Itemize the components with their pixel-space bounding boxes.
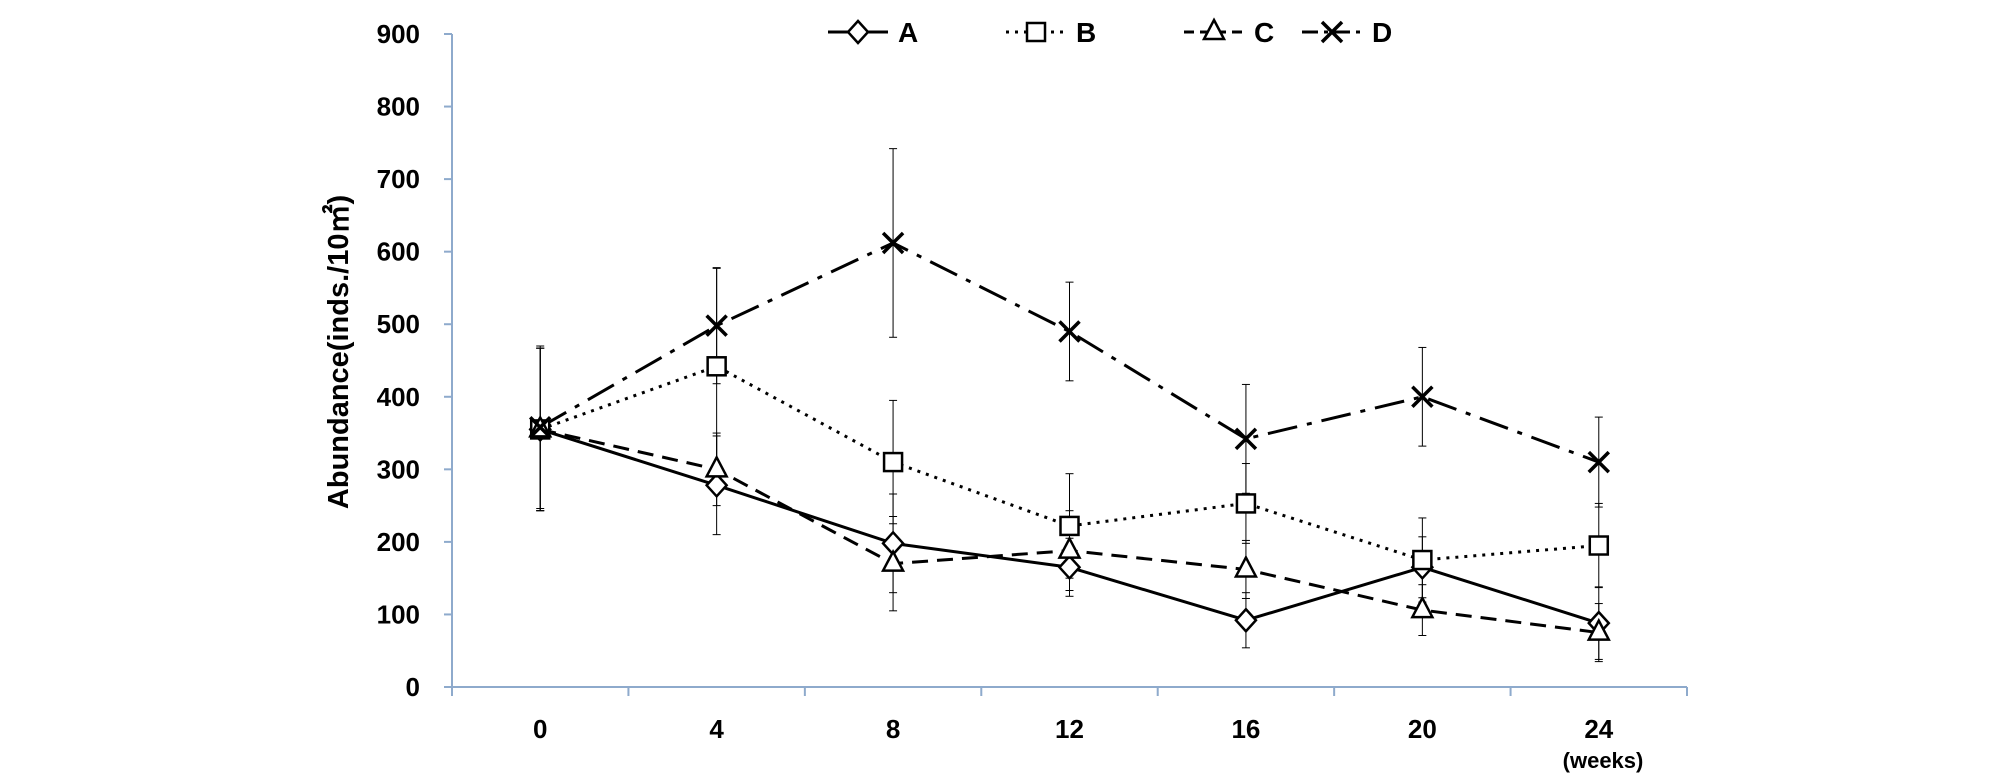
data-point-d bbox=[1320, 20, 1344, 44]
legend-label-b: B bbox=[1076, 17, 1096, 48]
data-point-c bbox=[704, 454, 729, 478]
data-point-d bbox=[1587, 450, 1611, 474]
data-point-c bbox=[881, 548, 906, 572]
x-tick-label: 12 bbox=[1055, 714, 1084, 744]
data-point-c bbox=[1233, 554, 1258, 578]
y-axis-title: Abundance(inds./10㎡) bbox=[321, 195, 355, 509]
y-tick-label: 200 bbox=[377, 527, 420, 557]
data-point-d bbox=[528, 416, 552, 439]
y-tick-label: 0 bbox=[406, 672, 420, 702]
legend-item-b: B bbox=[1006, 17, 1096, 48]
data-point-d bbox=[1234, 427, 1258, 451]
data-point-b bbox=[1059, 515, 1080, 537]
y-tick-label: 900 bbox=[377, 19, 420, 49]
data-point-c bbox=[1586, 617, 1611, 641]
y-tick-label: 400 bbox=[377, 382, 420, 412]
data-point-a bbox=[704, 472, 729, 499]
x-axis-unit-label: (weeks) bbox=[1563, 748, 1644, 773]
data-point-b bbox=[1235, 493, 1257, 514]
data-point-d bbox=[1058, 320, 1081, 343]
data-point-b bbox=[882, 451, 904, 473]
data-point-b bbox=[706, 356, 727, 377]
data-point-d bbox=[881, 231, 905, 255]
legend-label-a: A bbox=[898, 17, 918, 48]
series-markers-b bbox=[529, 356, 1610, 571]
y-tick-label: 600 bbox=[377, 237, 420, 267]
x-tick-label: 8 bbox=[886, 714, 900, 744]
data-point-c bbox=[1057, 535, 1082, 559]
axes: 0 100 200 300 400 500 600 700 800 900 0 4 8 12 16 20 24 bbox=[377, 19, 1688, 744]
data-point-b bbox=[1588, 535, 1610, 556]
data-point-d bbox=[705, 314, 728, 337]
data-point-a bbox=[1057, 554, 1082, 581]
legend-item-a: A bbox=[828, 17, 918, 48]
x-tick-label: 4 bbox=[709, 714, 724, 744]
y-tick-label: 700 bbox=[377, 164, 420, 194]
data-point-c bbox=[1410, 595, 1435, 619]
x-tick-label: 24 bbox=[1584, 714, 1613, 744]
x-tick-label: 16 bbox=[1231, 714, 1260, 744]
data-point-c bbox=[1201, 17, 1227, 41]
error-bars-d bbox=[536, 148, 1603, 510]
y-tick-label: 800 bbox=[377, 92, 420, 122]
legend: A B C D bbox=[828, 17, 1392, 48]
data-point-b bbox=[1412, 549, 1433, 571]
y-tick-label: 300 bbox=[377, 454, 420, 484]
series-layer bbox=[528, 148, 1611, 663]
data-point-a bbox=[1234, 607, 1258, 634]
y-tick-label: 500 bbox=[377, 309, 420, 339]
x-tick-label: 0 bbox=[533, 714, 547, 744]
data-point-a bbox=[846, 19, 870, 45]
legend-label-c: C bbox=[1254, 17, 1274, 48]
legend-item-d: D bbox=[1302, 17, 1392, 48]
x-tick-label: 20 bbox=[1408, 714, 1437, 744]
data-point-d bbox=[1411, 385, 1434, 409]
y-tick-label: 100 bbox=[377, 599, 420, 629]
series-markers-d bbox=[528, 231, 1611, 474]
legend-item-c: C bbox=[1184, 17, 1274, 48]
data-point-b bbox=[1025, 21, 1047, 43]
legend-label-d: D bbox=[1372, 17, 1392, 48]
